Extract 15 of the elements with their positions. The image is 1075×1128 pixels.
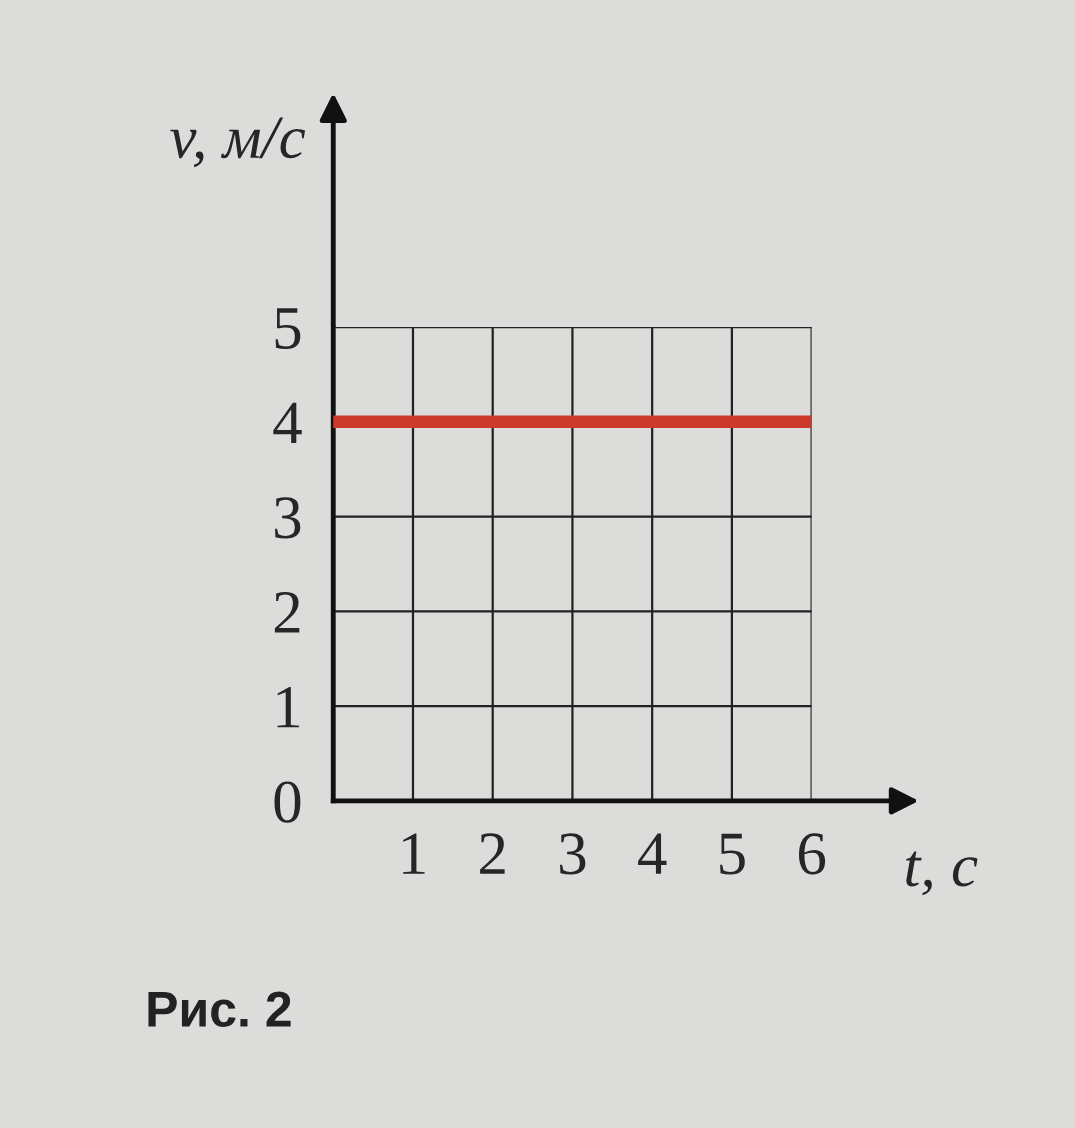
y-tick-label: 1 (277, 686, 300, 728)
y-tick-label: 2 (274, 592, 300, 633)
y-tick-label: 5 (275, 308, 301, 349)
x-tick-label: 4 (638, 833, 667, 874)
y-axis-title: v, м/с (170, 117, 306, 168)
x-axis-title: t, с (906, 851, 978, 896)
y-tick-label: 0 (274, 781, 301, 823)
y-tick-label: 3 (275, 497, 301, 539)
x-tick-label: 6 (798, 833, 826, 875)
y-tick-label: 4 (273, 402, 302, 444)
x-tick-label: 2 (480, 833, 505, 874)
x-tick-label: 5 (720, 833, 745, 875)
x-tick-label: 3 (560, 833, 586, 875)
text: Рис. 2 (148, 991, 291, 1027)
x-tick-label: 1 (403, 833, 425, 874)
